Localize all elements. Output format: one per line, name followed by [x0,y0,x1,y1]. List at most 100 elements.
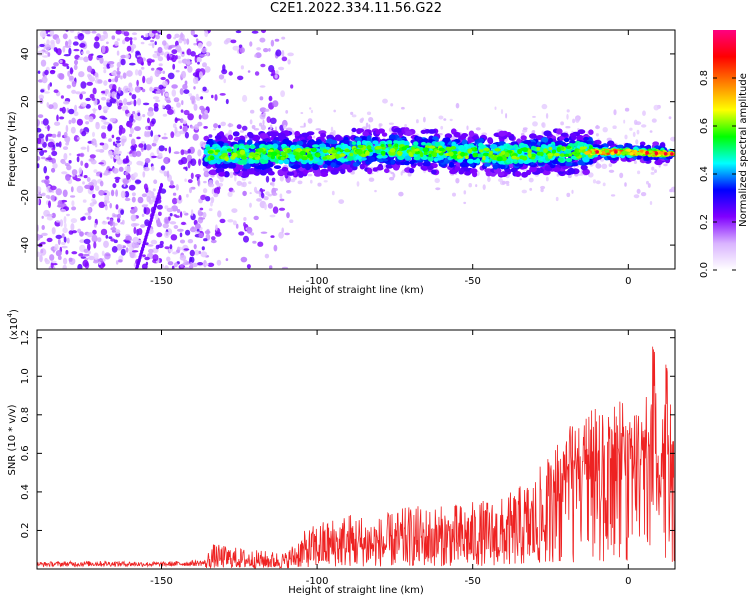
spectrogram-band-blob [580,164,588,171]
spectrogram-speckle [197,209,202,217]
spectrogram-speckle [244,134,248,139]
snr-ytick-label: 1.0 [20,368,31,384]
spectrogram-speckle [637,170,641,175]
spectrogram-speckle [110,238,116,242]
spectrogram-speckle [455,102,460,109]
spectrogram-speckle [121,105,126,112]
spectrogram-band-blob [334,134,342,141]
spectrogram-speckle [247,70,251,73]
spectrogram-speckle [401,106,405,110]
spectrogram-speckle [438,115,444,120]
spectrogram-speckle [186,154,192,161]
spectrogram-speckle [73,64,78,71]
spectrogram-speckle [178,60,183,64]
spectrogram-band-blob [316,139,322,146]
spectrogram-speckle [575,116,580,123]
spectrogram-speckle [287,52,294,57]
spectrogram-speckle [219,176,224,183]
spectrogram-speckle [84,114,90,120]
spectrogram-band-blob [330,169,339,175]
spectrogram-speckle [86,65,93,73]
spectrogram-band-blob [243,163,252,170]
spectrogram-speckle [183,109,190,116]
spectrogram-speckle [109,218,114,227]
spectrogram-band-blob [547,153,553,157]
spectrogram-band-blob [262,154,269,161]
spectrogram-speckle [145,191,152,199]
spectrogram-speckle [382,98,388,104]
spectrogram-speckle [529,187,533,191]
spectrogram-band-blob [266,144,274,149]
spectrogram-speckle [86,50,90,55]
spectrogram-speckle [128,245,133,253]
spectrogram-speckle [275,49,282,57]
spectrogram-speckle [132,111,136,115]
spectrogram-speckle [290,84,294,89]
spectrogram-speckle [50,261,54,269]
spectrogram-speckle [140,224,146,228]
spectrogram-speckle [57,255,62,260]
colorbar-tick-label: 0.2 [699,214,710,230]
spectrogram-band-blob [368,149,373,153]
spectrogram-band-blob [494,148,501,152]
spectrogram-speckle [206,51,209,57]
spectrogram-speckle [505,180,510,185]
spectrogram-speckle [71,81,77,88]
spectrogram-speckle [166,53,170,61]
spectrogram-speckle [211,94,214,99]
spectrogram-speckle [101,45,106,54]
spectrogram-speckle [177,55,181,60]
spectrogram-speckle [392,173,396,178]
spectrogram-band-blob [588,129,594,135]
spectrogram-speckle [46,39,50,46]
spectrogram-speckle [108,236,113,240]
spectrogram-speckle [37,233,41,241]
spectrogram-speckle [171,54,177,63]
spectrogram-speckle [93,169,98,173]
spectrogram-speckle [62,46,66,53]
spectrogram-speckle [174,117,178,124]
spectrogram-band-blob [214,163,222,169]
spectrogram-speckle [129,92,132,96]
spectrogram-speckle [76,137,81,140]
spectrogram-speckle [143,143,147,151]
spectrogram-speckle [37,114,44,118]
spectrogram-speckle [151,67,155,71]
spectrogram-speckle [368,177,375,182]
spectrogram-speckle [87,207,92,214]
spectrogram-speckle [147,244,154,247]
spectrogram-streak-dot [159,182,164,188]
spectrogram-speckle [560,121,564,126]
spectrogram-speckle [578,173,584,176]
spectrogram-speckle [629,127,633,131]
spectrogram-band-blob [567,167,576,175]
spectrogram-band-blob [293,164,301,169]
spectrogram-speckle [167,108,174,115]
spectrogram-speckle [219,218,226,224]
spectrogram-speckle [39,248,47,256]
spectrogram-speckle [217,210,222,218]
spectrogram-speckle [281,266,289,269]
spectrogram-speckle [240,65,244,70]
spectrogram-speckle [56,220,61,223]
spectrogram-speckle [323,180,328,183]
spectrogram-band-blob [371,136,378,141]
spectrogram-speckle [156,232,163,238]
spectrogram-band-blob [203,135,210,141]
spectrogram-band-blob [287,148,292,153]
spectrogram-speckle [179,88,184,95]
spectrogram-speckle [566,192,571,198]
spectrogram-speckle [505,113,508,119]
spectrogram-speckle [76,156,80,163]
spectrogram-speckle [106,99,111,103]
spectrogram-band-blob [497,171,505,177]
spectrogram-speckle [51,212,56,219]
spectrogram-speckle [83,56,89,63]
spectrogram-speckle [602,127,608,133]
spectrogram-band-blob [414,148,420,152]
spectrogram-speckle [271,181,275,187]
spectrogram-speckle [111,78,116,83]
spectrogram-band-blob [484,158,490,163]
spectrogram-speckle [108,150,113,157]
spectrogram-speckle [40,241,46,245]
